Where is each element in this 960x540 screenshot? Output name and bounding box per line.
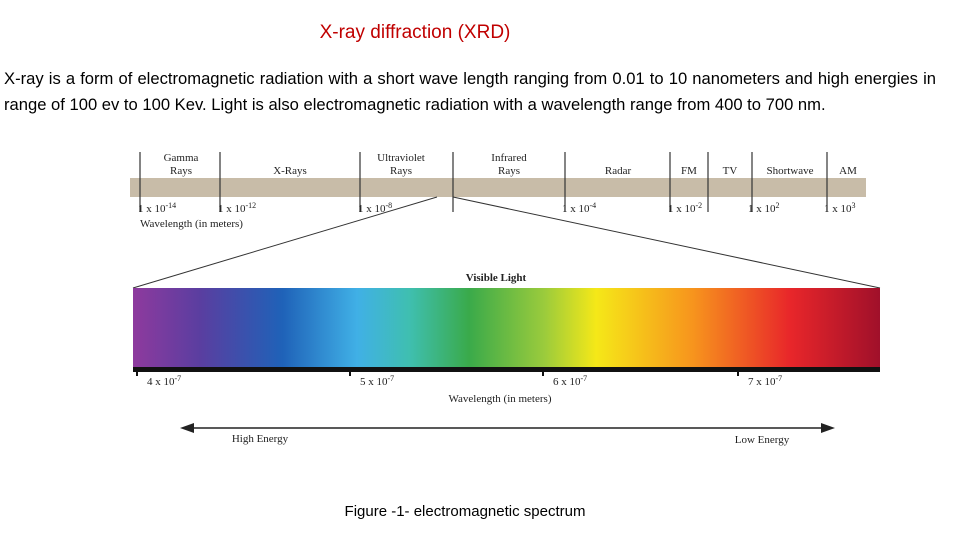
base: 1 x 10 <box>668 203 696 215</box>
band-label: X-Rays <box>273 165 307 177</box>
visible-gradient <box>133 288 880 367</box>
exponent: -14 <box>166 201 177 210</box>
base: 1 x 10 <box>138 203 166 215</box>
wavelength-label: 1 x 10-12 <box>218 201 256 215</box>
band-label: Rays <box>170 165 192 177</box>
base: 7 x 10 <box>748 376 776 388</box>
exponent: -2 <box>696 201 703 210</box>
band-label: Infrared <box>491 152 527 164</box>
band-label: Rays <box>390 165 412 177</box>
exponent: -7 <box>776 374 783 383</box>
spectrum-band <box>130 178 866 197</box>
paragraph: X-ray is a form of electromagnetic radia… <box>4 69 936 114</box>
base: 1 x 10 <box>562 203 590 215</box>
zoom-line <box>132 196 438 289</box>
exponent: -4 <box>590 201 597 210</box>
wavelength-label: 1 x 10-14 <box>138 201 176 215</box>
base: 1 x 10 <box>358 203 386 215</box>
axis-label: Wavelength (in meters) <box>140 218 243 230</box>
band-label: Ultraviolet <box>377 152 425 164</box>
wavelength-label: 1 x 10-4 <box>562 201 596 215</box>
base: 1 x 10 <box>748 203 776 215</box>
exponent: -8 <box>386 201 393 210</box>
wavelength-label: 1 x 10-8 <box>358 201 392 215</box>
wavelength-label: 1 x 102 <box>748 201 780 215</box>
band-label: Radar <box>605 165 632 177</box>
base: 6 x 10 <box>553 376 581 388</box>
caption: Figure -1- electromagnetic spectrum <box>344 503 586 520</box>
tick-label: 6 x 10-7 <box>553 374 587 388</box>
exponent: 3 <box>852 201 856 210</box>
tick-label: 7 x 10-7 <box>748 374 782 388</box>
band-label: Gamma <box>164 152 199 164</box>
band-label: Shortwave <box>766 165 813 177</box>
visible-axis <box>133 367 880 372</box>
zoom-line <box>452 196 881 289</box>
band-label: Rays <box>498 165 520 177</box>
tick-label: 4 x 10-7 <box>147 374 181 388</box>
band-label: AM <box>839 165 857 177</box>
exponent: -7 <box>175 374 182 383</box>
band-label: TV <box>723 165 738 177</box>
exponent: -7 <box>388 374 395 383</box>
exponent: -7 <box>581 374 588 383</box>
base: 4 x 10 <box>147 376 175 388</box>
visible-scale: 4 x 10-7 5 x 10-7 6 x 10-7 7 x 10-7 <box>136 367 782 388</box>
base: 1 x 10 <box>218 203 246 215</box>
high-energy: High Energy <box>232 433 289 445</box>
visible-title: Visible Light <box>466 272 527 284</box>
exponent: 2 <box>776 201 780 210</box>
wavelength-label: 1 x 103 <box>824 201 856 215</box>
base: 1 x 10 <box>824 203 852 215</box>
base: 5 x 10 <box>360 376 388 388</box>
tick-label: 5 x 10-7 <box>360 374 394 388</box>
axis-label: Wavelength (in meters) <box>449 393 552 405</box>
title: X-ray diffraction (XRD) <box>319 22 511 43</box>
low-energy: Low Energy <box>735 434 790 446</box>
band-label: FM <box>681 165 697 177</box>
exponent: -12 <box>246 201 257 210</box>
wavelength-label: 1 x 10-2 <box>668 201 702 215</box>
